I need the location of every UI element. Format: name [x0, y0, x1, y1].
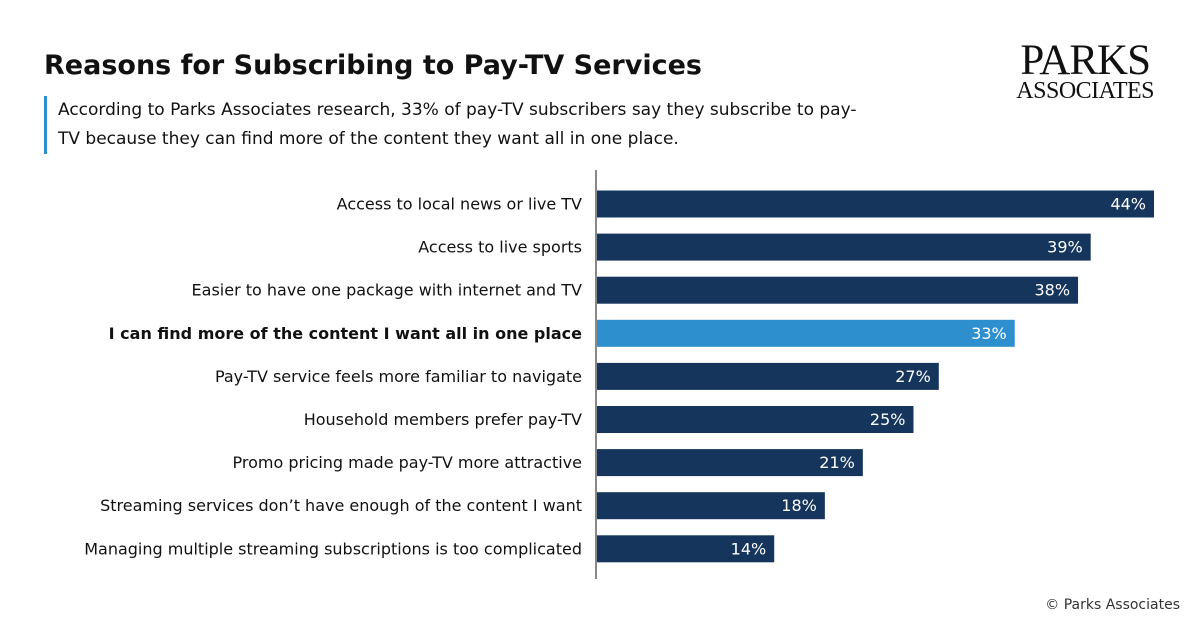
logo-text: ASSOCIATES [1016, 77, 1154, 104]
category-label: Promo pricing made pay-TV more attractiv… [233, 453, 582, 472]
bar [597, 406, 914, 433]
value-label: 18% [781, 496, 817, 515]
category-label: Pay-TV service feels more familiar to na… [215, 367, 582, 386]
bar [597, 276, 1079, 304]
value-label: 39% [1047, 238, 1083, 257]
category-label: Household members prefer pay-TV [304, 410, 582, 429]
bar [597, 535, 775, 563]
footer: © Parks Associates [1045, 597, 1180, 613]
bar [597, 233, 1091, 261]
category-label: Easier to have one package with internet… [192, 281, 583, 300]
value-label: 44% [1110, 195, 1146, 214]
category-label: Access to local news or live TV [337, 195, 582, 214]
subtitle: According to Parks Associates research, … [44, 96, 858, 154]
category-label: Streaming services don’t have enough of … [100, 496, 582, 515]
bar [597, 449, 863, 477]
chart-title: Reasons for Subscribing to Pay-TV Servic… [44, 50, 702, 81]
bar [597, 362, 939, 390]
value-label: 33% [971, 324, 1007, 343]
value-label: 25% [870, 410, 906, 429]
logo-text: PARKS [1020, 37, 1151, 84]
category-label: I can find more of the content I want al… [109, 324, 582, 343]
logo: PARKS ASSOCIATES [1016, 37, 1154, 104]
bar [597, 492, 825, 520]
value-label: 14% [731, 539, 767, 558]
category-label: Managing multiple streaming subscription… [84, 539, 582, 558]
bar [597, 190, 1154, 218]
value-label: 21% [819, 453, 855, 472]
bar [597, 319, 1015, 347]
value-label: 38% [1034, 281, 1070, 300]
value-label: 27% [895, 367, 931, 386]
category-label: Access to live sports [418, 238, 582, 257]
